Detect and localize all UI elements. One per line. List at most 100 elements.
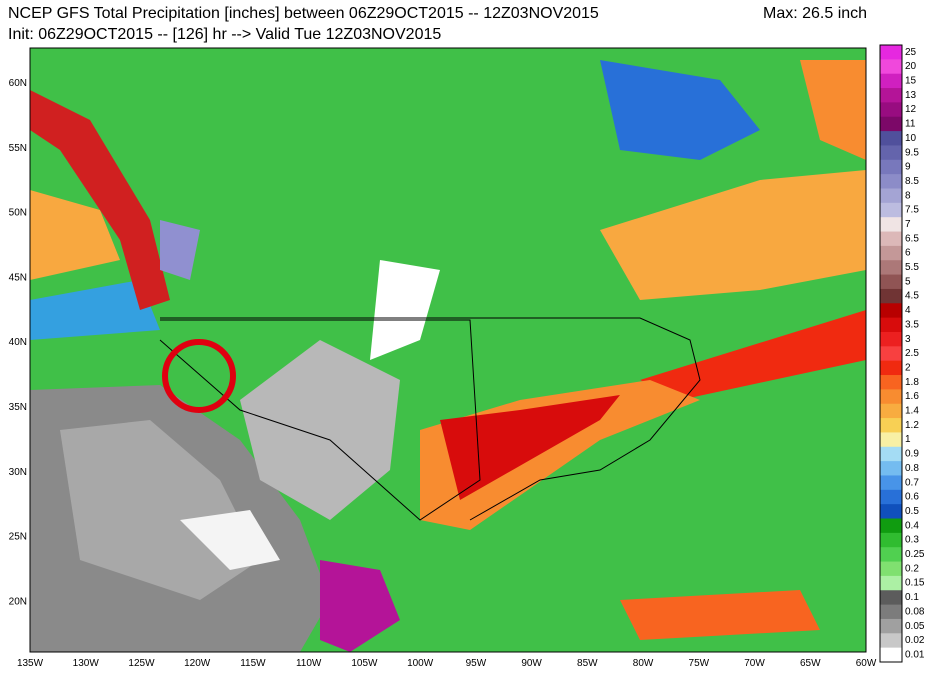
legend-label: 1.8 bbox=[905, 377, 919, 388]
legend-swatch bbox=[880, 88, 902, 103]
legend-label: 15 bbox=[905, 76, 917, 87]
legend-label: 0.01 bbox=[905, 649, 925, 660]
legend-label: 0.9 bbox=[905, 449, 919, 460]
northeast-orange bbox=[600, 170, 866, 300]
legend-label: 2.5 bbox=[905, 348, 919, 359]
legend-swatch bbox=[880, 188, 902, 204]
legend-swatch bbox=[880, 489, 902, 505]
legend-label: 1.4 bbox=[905, 406, 919, 417]
pacific-blue bbox=[30, 280, 160, 340]
legend-swatch bbox=[880, 159, 902, 175]
legend-label: 0.05 bbox=[905, 621, 925, 632]
longitude-label: 65W bbox=[800, 658, 821, 669]
legend-label: 0.02 bbox=[905, 635, 925, 646]
pacific-orange bbox=[30, 190, 120, 280]
longitude-label: 80W bbox=[633, 658, 654, 669]
legend-label: 9.5 bbox=[905, 147, 919, 158]
legend-swatch bbox=[880, 331, 902, 347]
border-outline bbox=[159, 319, 481, 521]
legend-label: 0.7 bbox=[905, 477, 919, 488]
legend-swatch bbox=[880, 475, 902, 491]
legend-label: 7.5 bbox=[905, 205, 919, 216]
legend-swatch bbox=[880, 418, 902, 433]
longitude-label: 130W bbox=[73, 658, 100, 669]
longitude-label: 90W bbox=[521, 658, 542, 669]
legend-swatch bbox=[880, 547, 902, 563]
latitude-label: 60N bbox=[9, 78, 27, 89]
legend-label: 7 bbox=[905, 219, 911, 230]
legend-swatch bbox=[880, 575, 902, 591]
dry-southwest bbox=[240, 340, 400, 520]
legend-label: 0.08 bbox=[905, 606, 925, 617]
legend-swatch bbox=[880, 73, 902, 89]
legend-swatch bbox=[880, 202, 902, 218]
longitude-label: 125W bbox=[128, 658, 155, 669]
legend-swatch bbox=[880, 633, 902, 649]
legend-label: 0.1 bbox=[905, 592, 919, 603]
legend-swatch bbox=[880, 604, 902, 620]
legend-swatch bbox=[880, 288, 902, 304]
longitude-label: 60W bbox=[856, 658, 877, 669]
legend-swatch bbox=[880, 59, 902, 75]
legend-label: 20 bbox=[905, 61, 917, 72]
latitude-label: 50N bbox=[9, 208, 27, 219]
legend-label: 0.2 bbox=[905, 563, 919, 574]
longitude-label: 105W bbox=[351, 658, 378, 669]
legend-label: 0.25 bbox=[905, 549, 925, 560]
legend-swatch bbox=[880, 245, 902, 261]
legend-swatch bbox=[880, 403, 902, 419]
title-line-2: Init: 06Z29OCT2015 -- [126] hr --> Valid… bbox=[8, 26, 441, 43]
axis-labels: 60N 55N 50N 45N 40N 35N 30N 25N 20N 135W 130W 125W 1… bbox=[9, 78, 877, 669]
legend-label: 0.15 bbox=[905, 578, 925, 589]
legend-label: 0.4 bbox=[905, 520, 919, 531]
atlantic-band bbox=[640, 310, 866, 400]
legend-swatch bbox=[880, 231, 902, 247]
legend-label: 8.5 bbox=[905, 176, 919, 187]
longitude-label: 70W bbox=[744, 658, 765, 669]
legend-label: 1.2 bbox=[905, 420, 919, 431]
latitude-label: 20N bbox=[9, 596, 27, 607]
legend-label: 0.3 bbox=[905, 535, 919, 546]
coastline bbox=[160, 317, 701, 521]
legend-swatch bbox=[880, 561, 902, 577]
longitude-label: 95W bbox=[466, 658, 487, 669]
mexico-heavy bbox=[320, 560, 400, 652]
legend-swatch bbox=[880, 375, 902, 390]
legend-swatch bbox=[880, 116, 902, 132]
longitude-label: 85W bbox=[577, 658, 598, 669]
latitude-label: 25N bbox=[9, 532, 27, 543]
legend-label: 10 bbox=[905, 133, 917, 144]
legend-label: 5 bbox=[905, 276, 911, 287]
dry-plains bbox=[370, 260, 440, 360]
legend-swatch bbox=[880, 217, 902, 233]
legend-label: 6.5 bbox=[905, 233, 919, 244]
legend-label: 11 bbox=[905, 119, 916, 130]
legend-swatch bbox=[880, 389, 902, 405]
legend-swatch bbox=[880, 647, 902, 663]
legend-label: 13 bbox=[905, 90, 917, 101]
legend-label: 3 bbox=[905, 334, 911, 345]
legend-swatch bbox=[880, 346, 902, 362]
max-value: Max: 26.5 inch bbox=[763, 5, 867, 22]
map bbox=[29, 47, 867, 653]
dry-ocean-light bbox=[60, 420, 260, 600]
legend-label: 1.6 bbox=[905, 391, 919, 402]
canada-blue bbox=[600, 60, 760, 160]
legend-label: 0.5 bbox=[905, 506, 919, 517]
legend-label: 4 bbox=[905, 305, 911, 316]
legend-swatch bbox=[880, 260, 902, 276]
southeast-heavy bbox=[440, 395, 620, 500]
longitude-label: 135W bbox=[17, 658, 44, 669]
longitude-label: 75W bbox=[689, 658, 710, 669]
coast-heavy-rain bbox=[30, 90, 170, 310]
legend-swatch bbox=[880, 504, 902, 520]
longitude-label: 120W bbox=[184, 658, 211, 669]
legend-swatch bbox=[880, 303, 902, 319]
legend-label: 9 bbox=[905, 162, 911, 173]
legend-label: 0.8 bbox=[905, 463, 919, 474]
legend-swatch bbox=[880, 461, 902, 476]
longitude-label: 110W bbox=[296, 658, 322, 669]
highlight-circle bbox=[162, 339, 236, 413]
legend-swatch bbox=[880, 174, 902, 189]
